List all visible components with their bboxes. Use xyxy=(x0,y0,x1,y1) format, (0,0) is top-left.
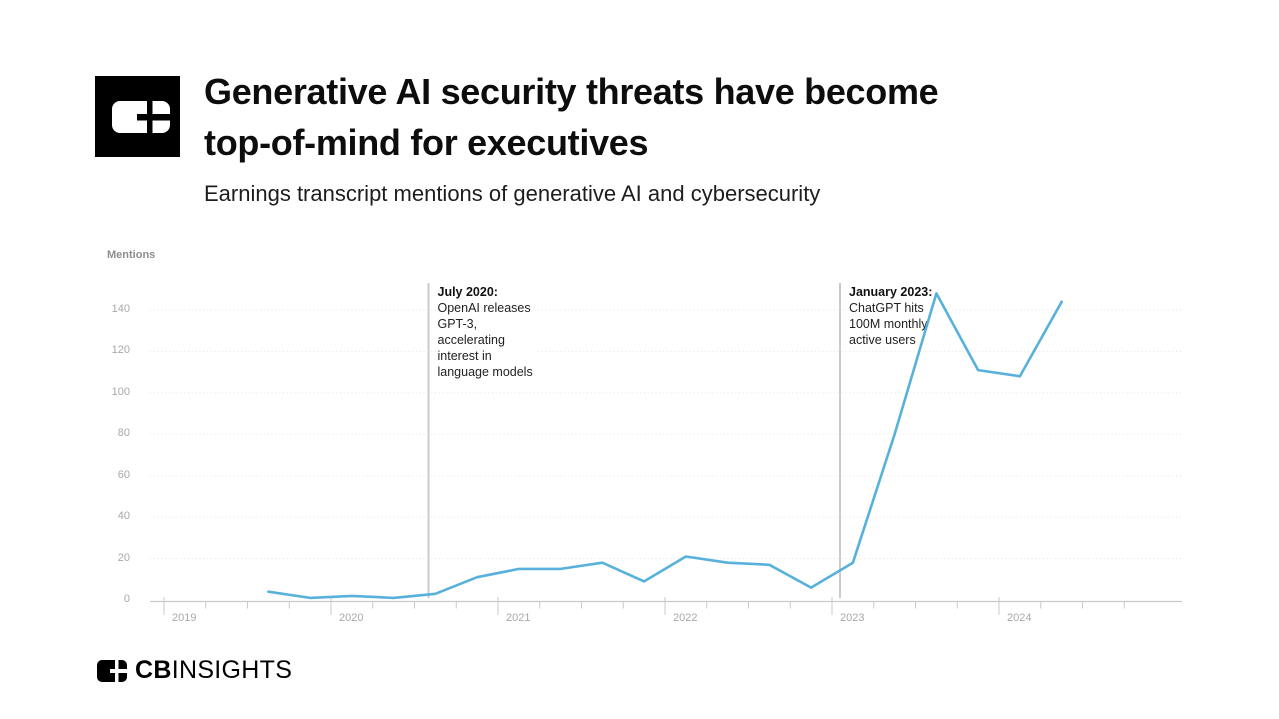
footer-logo: CBINSIGHTS xyxy=(97,656,292,685)
annotation-heading: January 2023: xyxy=(849,285,933,299)
annotation-text: active users xyxy=(849,333,916,347)
y-tick-label: 40 xyxy=(117,510,130,523)
annotation-text: OpenAI releases xyxy=(437,301,531,315)
y-tick-label: 20 xyxy=(117,551,130,564)
y-axis-title: Mentions xyxy=(107,249,156,261)
annotation-text: ChatGPT hits xyxy=(849,301,924,315)
annotation-text: interest in xyxy=(437,349,492,363)
x-tick-label: 2024 xyxy=(1007,612,1032,624)
x-tick-label: 2022 xyxy=(673,612,698,624)
annotation-text: language models xyxy=(437,365,533,379)
annotation-text: accelerating xyxy=(437,333,505,347)
cb-insights-footer-icon xyxy=(97,659,127,682)
y-tick-label: 60 xyxy=(117,468,130,481)
cb-insights-logo-icon xyxy=(95,76,180,157)
annotation-text: GPT-3, xyxy=(437,317,478,331)
x-tick-label: 2019 xyxy=(172,612,197,624)
y-tick-label: 80 xyxy=(117,427,130,440)
annotation-heading: July 2020: xyxy=(437,285,498,299)
page-subtitle: Earnings transcript mentions of generati… xyxy=(204,181,821,206)
y-tick-label: 100 xyxy=(111,385,130,398)
y-tick-label: 0 xyxy=(123,593,130,605)
footer-wordmark: CBINSIGHTS xyxy=(135,656,293,684)
x-tick-label: 2020 xyxy=(339,612,364,624)
chart-annotation: January 2023: ChatGPT hits 100M monthly act… xyxy=(848,284,936,349)
chart-annotation: July 2020: OpenAI releases GPT-3, accelerat… xyxy=(436,284,536,381)
cb-insights-logo xyxy=(95,76,180,162)
y-tick-label: 120 xyxy=(111,344,130,357)
mentions-line xyxy=(267,292,1063,600)
header: Generative AI security threats have beco… xyxy=(204,66,1154,207)
annotation-text: 100M monthly xyxy=(849,317,928,331)
x-tick-label: 2023 xyxy=(840,612,865,624)
y-tick-label: 140 xyxy=(111,303,130,315)
page-title: Generative AI security threats have beco… xyxy=(204,71,939,163)
x-tick-label: 2021 xyxy=(506,612,531,624)
